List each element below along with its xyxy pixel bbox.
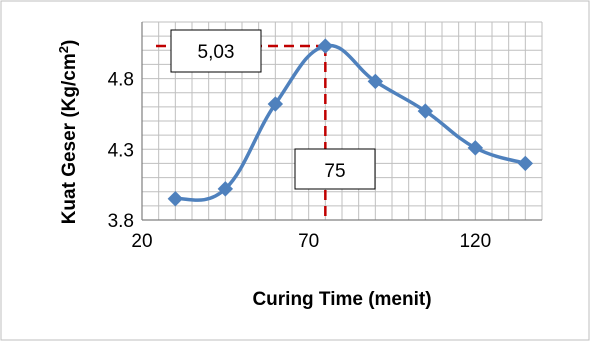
- x-axis-title: Curing Time (menit): [252, 289, 431, 310]
- peak-time-box: [294, 148, 376, 190]
- y-tick-label: 4.8: [108, 70, 134, 91]
- data-point-marker: [517, 155, 534, 172]
- peak-time-callout: 75: [294, 148, 376, 190]
- y-axis-title: Kuat Geser (Kg/cm2): [56, 40, 81, 225]
- y-axis-title-close: ): [59, 40, 80, 46]
- y-tick-label: 4.3: [108, 140, 134, 161]
- peak-time-label: 75: [324, 161, 345, 182]
- data-point-marker: [267, 96, 284, 112]
- data-point-marker: [217, 181, 234, 197]
- tick-labels: 20 70 120 3.8 4.3 4.8: [108, 70, 492, 252]
- data-point-marker: [367, 73, 384, 90]
- y-axis-title-main: Kuat Geser (Kg/cm: [59, 53, 80, 224]
- data-point-marker: [317, 38, 334, 54]
- axis-layer: [141, 22, 542, 221]
- x-tick-label: 120: [459, 231, 491, 252]
- peak-value-label: 5,03: [198, 42, 235, 63]
- data-point-marker: [417, 103, 434, 119]
- x-tick-label: 20: [131, 231, 152, 252]
- series-layer: [167, 38, 534, 207]
- x-tick-label: 70: [298, 231, 319, 252]
- peak-value-box: [170, 29, 262, 73]
- peak-value-callout: 5,03: [170, 29, 262, 73]
- data-point-marker: [167, 191, 184, 207]
- series-line: [174, 43, 526, 202]
- y-tick-label: 3.8: [108, 211, 134, 232]
- data-point-marker: [467, 140, 484, 156]
- y-axis-title-sup: 2: [56, 46, 71, 53]
